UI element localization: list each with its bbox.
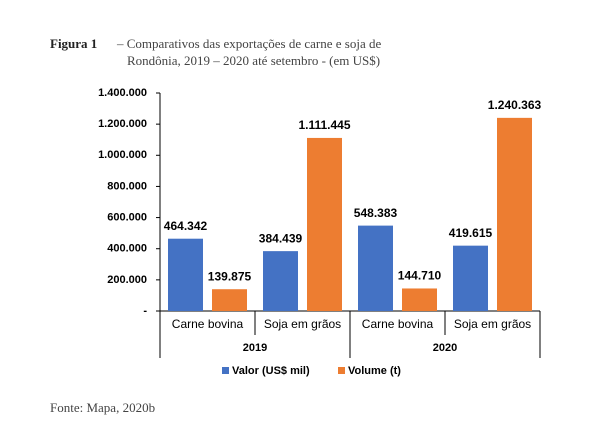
y-tick-label: 800.000 [107, 180, 147, 192]
y-tick-label: 600.000 [107, 211, 147, 223]
data-label: 144.710 [398, 269, 442, 283]
y-tick-label: 1.400.000 [98, 87, 147, 99]
bar [402, 288, 437, 311]
x-tick-label: Carne bovina [362, 317, 434, 331]
legend-label: Volume (t) [348, 365, 401, 377]
data-label: 1.240.363 [488, 98, 542, 112]
x-tick-label: Soja em grãos [454, 317, 531, 331]
chart-title: Rondônia, 2019 – 2020 até setembro - (em… [127, 53, 380, 68]
bar [453, 245, 488, 311]
data-label: 419.615 [449, 226, 493, 240]
y-tick-label: 400.000 [107, 243, 147, 255]
y-tick-label: 1.200.000 [98, 118, 147, 130]
legend-swatch [222, 367, 229, 374]
data-label: 1.111.445 [298, 118, 350, 132]
data-label: 548.383 [354, 206, 398, 220]
bar [212, 289, 247, 311]
group-label: 2019 [243, 342, 267, 354]
source-note: Fonte: Mapa, 2020b [50, 400, 155, 415]
y-tick-label: - [143, 305, 147, 317]
data-label: 139.875 [208, 269, 252, 283]
bar [307, 137, 342, 311]
x-tick-label: Carne bovina [172, 317, 244, 331]
caption-label: Figura 1 [50, 36, 97, 51]
legend-swatch [338, 367, 345, 374]
y-tick-label: 200.000 [107, 274, 147, 286]
bar [168, 238, 203, 311]
legend-label: Valor (US$ mil) [232, 365, 310, 377]
chart-title: – Comparativos das exportações de carne … [116, 36, 381, 51]
x-tick-label: Soja em grãos [264, 317, 341, 331]
bar [497, 117, 532, 312]
y-tick-label: 1.000.000 [98, 149, 147, 161]
bar [358, 225, 393, 311]
data-label: 464.342 [164, 219, 208, 233]
data-label: 384.439 [259, 231, 303, 245]
group-label: 2020 [433, 342, 457, 354]
bar [263, 251, 298, 311]
